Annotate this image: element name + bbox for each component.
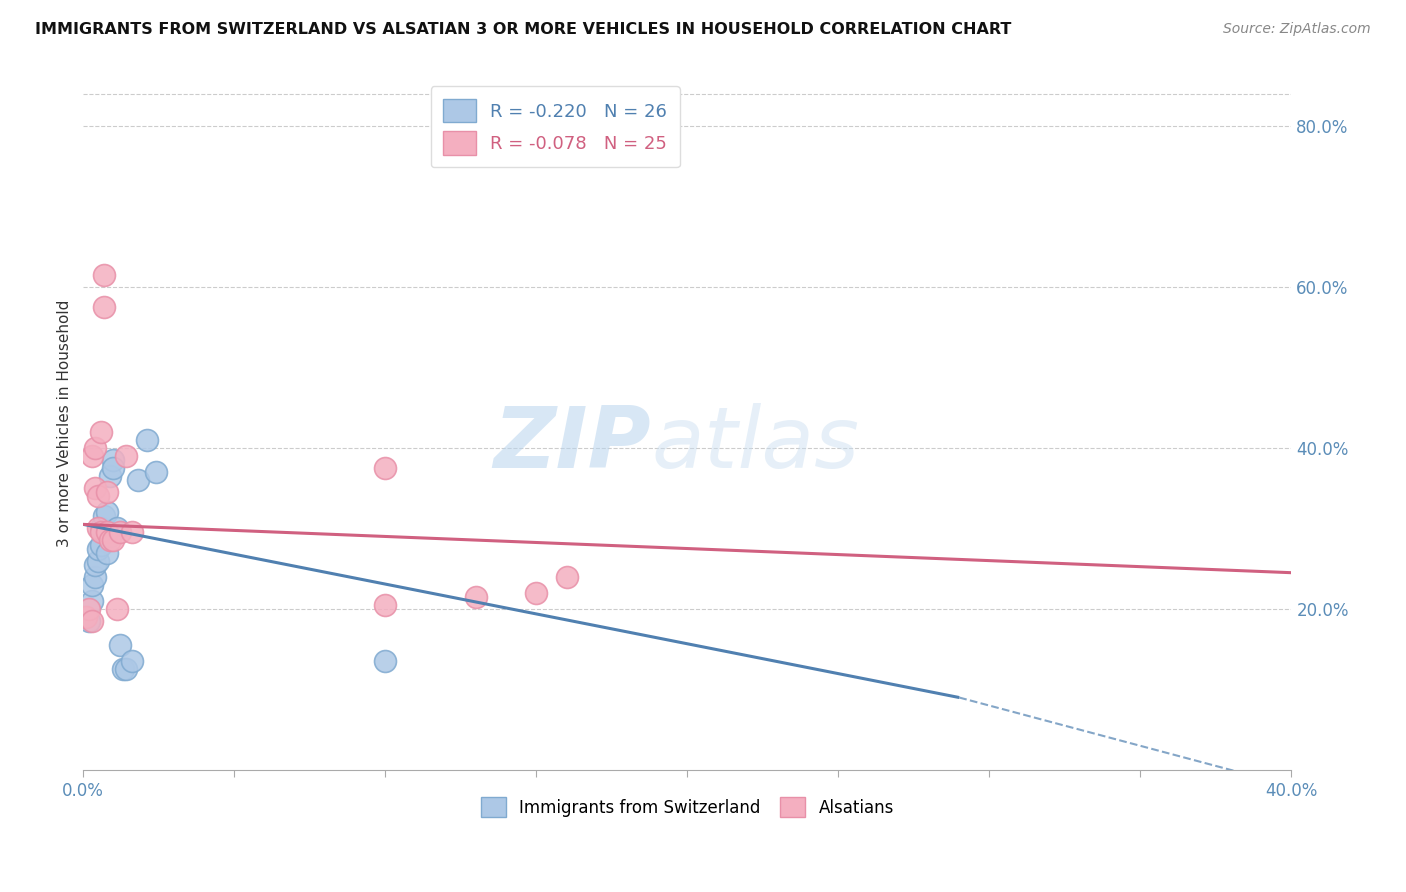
- Point: [79, 614, 101, 628]
- Point: [374, 461, 396, 475]
- Point: [108, 638, 131, 652]
- Point: [105, 602, 128, 616]
- Point: [114, 662, 136, 676]
- Point: [374, 654, 396, 668]
- Point: [84, 558, 107, 572]
- Point: [121, 525, 143, 540]
- Point: [87, 541, 110, 556]
- Point: [93, 509, 115, 524]
- Point: [555, 570, 578, 584]
- Point: [96, 505, 118, 519]
- Point: [374, 598, 396, 612]
- Point: [145, 465, 167, 479]
- Point: [87, 489, 110, 503]
- Point: [84, 570, 107, 584]
- Legend: Immigrants from Switzerland, Alsatians: Immigrants from Switzerland, Alsatians: [474, 790, 901, 824]
- Point: [93, 268, 115, 282]
- Point: [90, 537, 112, 551]
- Point: [103, 453, 125, 467]
- Point: [524, 586, 547, 600]
- Point: [93, 525, 115, 540]
- Point: [82, 578, 104, 592]
- Text: Source: ZipAtlas.com: Source: ZipAtlas.com: [1223, 22, 1371, 37]
- Point: [108, 525, 131, 540]
- Point: [90, 521, 112, 535]
- Point: [90, 425, 112, 439]
- Point: [103, 461, 125, 475]
- Point: [84, 441, 107, 455]
- Point: [121, 654, 143, 668]
- Point: [105, 521, 128, 535]
- Text: atlas: atlas: [651, 403, 859, 486]
- Point: [82, 614, 104, 628]
- Point: [103, 533, 125, 548]
- Point: [100, 469, 122, 483]
- Point: [96, 525, 118, 540]
- Point: [100, 529, 122, 543]
- Point: [75, 610, 97, 624]
- Point: [114, 449, 136, 463]
- Point: [93, 300, 115, 314]
- Point: [465, 590, 488, 604]
- Y-axis label: 3 or more Vehicles in Household: 3 or more Vehicles in Household: [58, 300, 72, 548]
- Point: [127, 473, 149, 487]
- Point: [135, 433, 157, 447]
- Point: [82, 594, 104, 608]
- Point: [79, 602, 101, 616]
- Point: [87, 521, 110, 535]
- Point: [111, 662, 134, 676]
- Point: [96, 485, 118, 500]
- Point: [90, 525, 112, 540]
- Point: [82, 449, 104, 463]
- Point: [84, 481, 107, 495]
- Point: [100, 533, 122, 548]
- Point: [96, 545, 118, 559]
- Text: IMMIGRANTS FROM SWITZERLAND VS ALSATIAN 3 OR MORE VEHICLES IN HOUSEHOLD CORRELAT: IMMIGRANTS FROM SWITZERLAND VS ALSATIAN …: [35, 22, 1011, 37]
- Point: [87, 553, 110, 567]
- Text: ZIP: ZIP: [494, 403, 651, 486]
